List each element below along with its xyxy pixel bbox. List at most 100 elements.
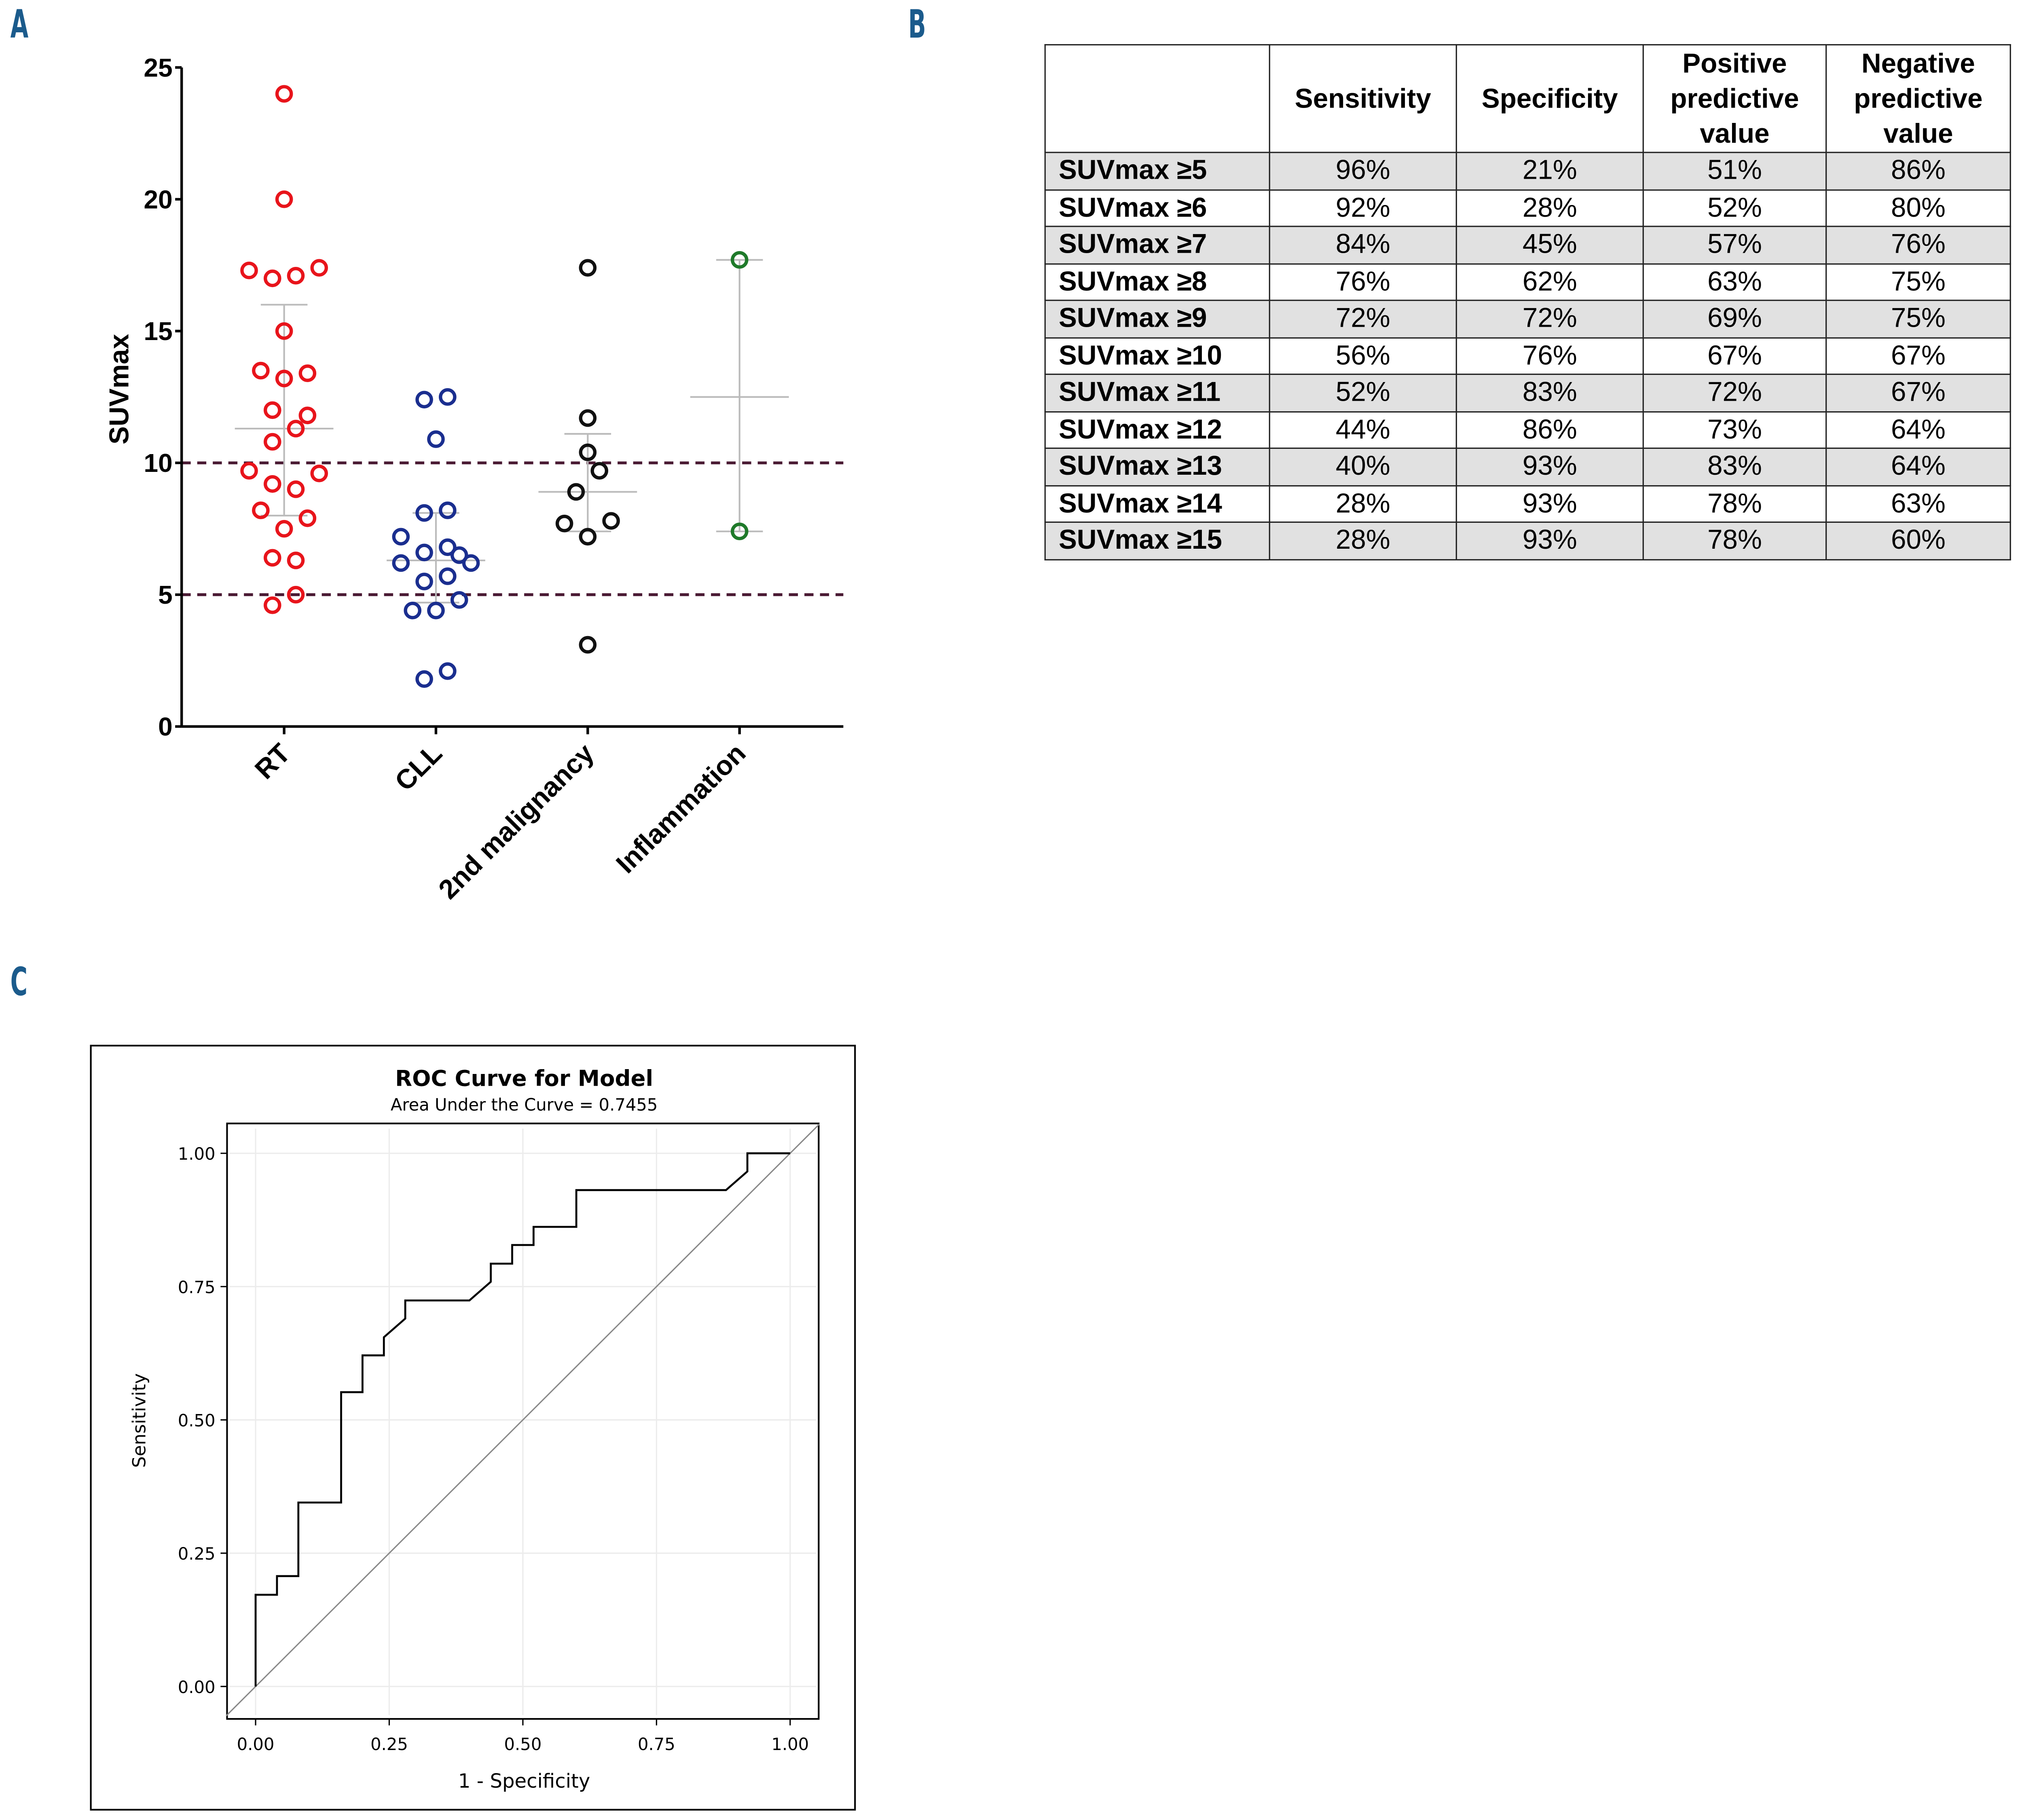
plot-area (226, 1122, 820, 1720)
data-point (450, 546, 468, 564)
data-point (287, 420, 305, 438)
cell-value: 73% (1642, 410, 1827, 449)
cell-value: 86% (1825, 152, 2011, 190)
cell-value: 44% (1269, 410, 1457, 449)
data-point (427, 430, 445, 448)
data-point (579, 443, 597, 461)
data-point (415, 391, 433, 409)
header-npv: Negative predictive value (1825, 44, 2011, 153)
cell-value: 75% (1825, 262, 2011, 301)
x-tick-label: 0.75 (638, 1734, 675, 1754)
data-point (450, 591, 468, 609)
y-tick-label: 0 (158, 712, 173, 741)
data-point (579, 259, 597, 277)
panel-label-b: B (908, 2, 926, 48)
cell-value: 93% (1455, 521, 1644, 560)
header-empty (1044, 44, 1270, 153)
header-specificity: Specificity (1455, 44, 1644, 153)
y-tick-label: 0.00 (178, 1677, 216, 1697)
row-label: SUVmax ≥11 (1044, 374, 1270, 412)
cell-value: 80% (1825, 188, 2011, 227)
chart-title: ROC Curve for Model (395, 1065, 653, 1091)
y-tick-label: 10 (144, 448, 172, 478)
data-point (439, 567, 457, 585)
data-point (462, 554, 480, 572)
data-point (439, 538, 457, 556)
cell-value: 28% (1455, 188, 1644, 227)
data-point (579, 636, 597, 654)
data-point (310, 464, 328, 482)
cell-value: 78% (1642, 484, 1827, 523)
cell-value: 75% (1825, 300, 2011, 338)
table-header-row: Sensitivity Specificity Positive predict… (1044, 44, 2011, 153)
table-row: SUVmax ≥5 96% 21% 51% 86% (1044, 152, 2011, 190)
y-tick-label: 0.50 (178, 1411, 216, 1431)
data-point (275, 322, 293, 340)
data-point (427, 601, 445, 619)
data-point (298, 509, 317, 527)
data-point (263, 596, 281, 614)
cell-value: 67% (1642, 336, 1827, 375)
data-point (252, 501, 270, 519)
y-axis-label: Sensitivity (128, 1373, 150, 1468)
cell-value: 51% (1642, 152, 1827, 190)
y-tick-label: 0.75 (178, 1277, 216, 1297)
data-point (415, 504, 433, 522)
data-point (392, 554, 410, 572)
data-point (275, 190, 293, 208)
data-point (439, 388, 457, 406)
data-point (730, 251, 749, 269)
cell-value: 92% (1269, 188, 1457, 227)
cell-value: 67% (1825, 336, 2011, 375)
header-ppv: Positive predictive value (1642, 44, 1827, 153)
data-point (240, 261, 258, 279)
data-point (275, 85, 293, 103)
table-row: SUVmax ≥13 40% 93% 83% 64% (1044, 447, 2011, 486)
row-label: SUVmax ≥8 (1044, 262, 1270, 301)
data-point (404, 601, 422, 619)
cell-value: 28% (1269, 484, 1457, 523)
cell-value: 64% (1825, 447, 2011, 486)
row-label: SUVmax ≥12 (1044, 410, 1270, 449)
y-tick-label: 1.00 (178, 1144, 216, 1164)
x-tick-label: 0.00 (237, 1734, 275, 1754)
data-point (579, 528, 597, 546)
cell-value: 28% (1269, 521, 1457, 560)
cell-value: 52% (1269, 374, 1457, 412)
data-point (579, 409, 597, 427)
cell-value: 93% (1455, 447, 1644, 486)
threshold-table: Sensitivity Specificity Positive predict… (1044, 44, 2011, 560)
data-point (263, 401, 281, 419)
data-point (252, 361, 270, 380)
row-label: SUVmax ≥14 (1044, 484, 1270, 523)
data-point (415, 573, 433, 590)
data-point (263, 475, 281, 493)
x-axis-label: 1 - Specificity (458, 1770, 590, 1793)
data-point (439, 501, 457, 519)
data-point (263, 269, 281, 287)
cell-value: 69% (1642, 300, 1827, 338)
data-point (287, 480, 305, 498)
row-label: SUVmax ≥9 (1044, 300, 1270, 338)
panel-label-c: C (10, 960, 28, 1006)
row-label: SUVmax ≥15 (1044, 521, 1270, 560)
data-point (567, 483, 585, 501)
data-point (263, 433, 281, 451)
cell-value: 56% (1269, 336, 1457, 375)
cell-value: 21% (1455, 152, 1644, 190)
data-point (439, 662, 457, 680)
cell-value: 96% (1269, 152, 1457, 190)
data-point (555, 514, 573, 533)
table-row: SUVmax ≥12 44% 86% 73% 64% (1044, 410, 2011, 449)
cell-value: 76% (1825, 226, 2011, 264)
data-point (275, 370, 293, 387)
data-point (240, 462, 258, 480)
data-point (415, 543, 433, 562)
y-tick-label: 0.25 (178, 1544, 216, 1564)
row-label: SUVmax ≥5 (1044, 152, 1270, 190)
cell-value: 40% (1269, 447, 1457, 486)
data-point (392, 528, 410, 546)
cell-value: 63% (1825, 484, 2011, 523)
roc-curve (254, 1152, 790, 1687)
